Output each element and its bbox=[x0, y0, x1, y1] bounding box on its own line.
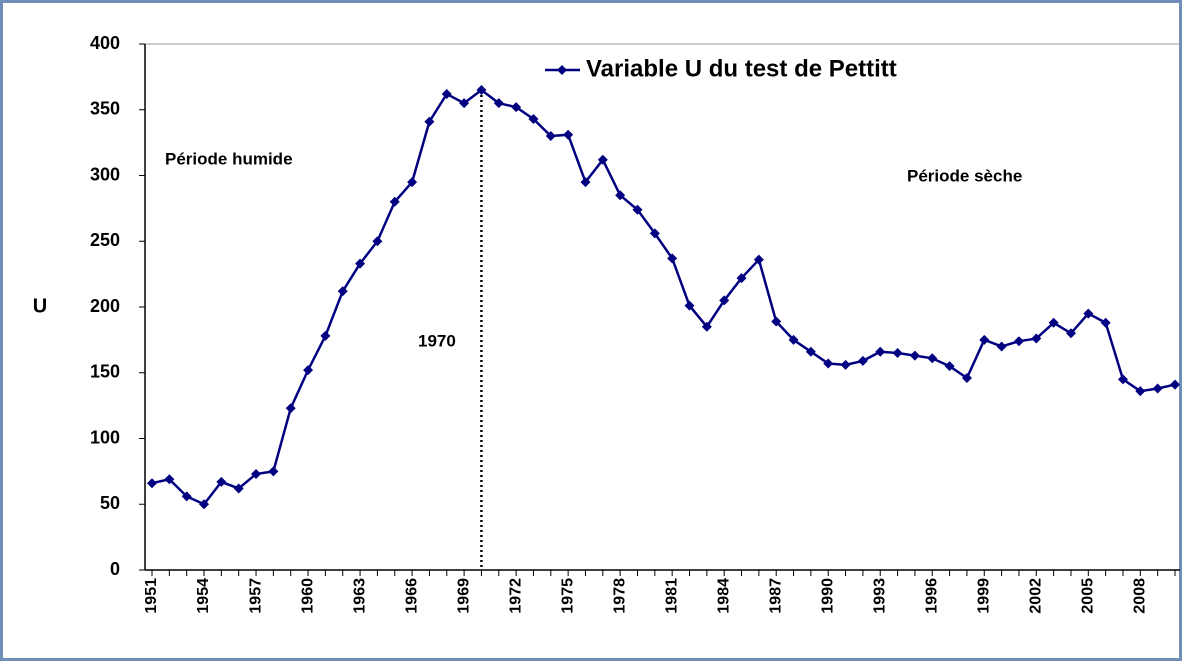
point bbox=[979, 334, 990, 345]
x-tick-label: 2005 bbox=[1080, 578, 1097, 614]
x-tick-label: 1954 bbox=[195, 578, 212, 614]
point bbox=[407, 177, 418, 188]
point bbox=[597, 154, 608, 165]
x-tick-label: 1957 bbox=[247, 578, 264, 614]
point bbox=[701, 321, 712, 332]
x-tick-label: 1990 bbox=[819, 578, 836, 614]
point bbox=[459, 98, 470, 109]
point bbox=[563, 129, 574, 140]
point bbox=[268, 466, 279, 477]
point bbox=[303, 365, 314, 376]
x-tick-label: 1981 bbox=[663, 578, 680, 614]
point bbox=[632, 204, 643, 215]
point bbox=[355, 258, 366, 269]
annotation: Période sèche bbox=[907, 166, 1022, 185]
point bbox=[1013, 336, 1024, 347]
legend-label: Variable U du test de Pettitt bbox=[586, 55, 897, 82]
point bbox=[285, 403, 296, 414]
point bbox=[528, 113, 539, 124]
x-tick-label: 1960 bbox=[299, 578, 316, 614]
point bbox=[580, 177, 591, 188]
x-tick-label: 1993 bbox=[871, 578, 888, 614]
x-tick-label: 2008 bbox=[1132, 578, 1149, 614]
y-tick-label: 200 bbox=[90, 296, 120, 316]
x-tick-label: 1966 bbox=[403, 578, 420, 614]
point bbox=[1031, 333, 1042, 344]
point bbox=[476, 85, 487, 96]
point bbox=[857, 355, 868, 366]
y-tick-label: 250 bbox=[90, 230, 120, 250]
point bbox=[1048, 317, 1059, 328]
legend-marker bbox=[557, 65, 567, 75]
point bbox=[961, 373, 972, 384]
y-tick-label: 100 bbox=[90, 427, 120, 447]
point bbox=[424, 116, 435, 127]
point bbox=[1083, 308, 1094, 319]
point bbox=[545, 131, 556, 142]
point bbox=[320, 330, 331, 341]
point bbox=[147, 478, 157, 489]
point bbox=[805, 346, 816, 357]
point bbox=[684, 300, 695, 311]
point bbox=[233, 483, 244, 494]
point bbox=[944, 361, 955, 372]
x-tick-label: 1975 bbox=[559, 578, 576, 614]
point bbox=[771, 316, 782, 327]
x-tick-label: 1978 bbox=[611, 578, 628, 614]
point bbox=[1065, 328, 1076, 339]
point bbox=[389, 196, 400, 207]
point bbox=[927, 353, 938, 364]
x-tick-label: 1963 bbox=[351, 578, 368, 614]
point bbox=[337, 286, 348, 297]
point bbox=[1170, 379, 1180, 390]
annotation: 1970 bbox=[418, 331, 456, 350]
x-tick-label: 1951 bbox=[143, 578, 160, 614]
y-axis-label: U bbox=[33, 295, 47, 317]
x-tick-label: 1984 bbox=[715, 578, 732, 614]
point bbox=[909, 350, 920, 361]
x-tick-label: 2002 bbox=[1028, 578, 1045, 614]
point bbox=[996, 341, 1007, 352]
point bbox=[788, 334, 799, 345]
point bbox=[493, 98, 504, 109]
point bbox=[823, 358, 834, 369]
point bbox=[615, 190, 626, 201]
x-tick-label: 1996 bbox=[923, 578, 940, 614]
y-tick-label: 50 bbox=[100, 493, 120, 513]
point bbox=[1152, 383, 1163, 394]
point bbox=[719, 295, 730, 306]
point bbox=[649, 228, 660, 239]
point bbox=[251, 469, 262, 480]
y-tick-label: 0 bbox=[110, 559, 120, 579]
point bbox=[164, 474, 175, 485]
point bbox=[1100, 317, 1111, 328]
point bbox=[511, 102, 522, 113]
x-tick-label: 1999 bbox=[975, 578, 992, 614]
point bbox=[667, 253, 678, 264]
point bbox=[892, 348, 903, 359]
y-tick-label: 350 bbox=[90, 99, 120, 119]
point bbox=[181, 491, 192, 502]
y-tick-label: 300 bbox=[90, 164, 120, 184]
point bbox=[1117, 374, 1128, 385]
y-tick-label: 400 bbox=[90, 33, 120, 53]
point bbox=[753, 254, 764, 265]
point bbox=[875, 346, 886, 357]
point bbox=[216, 476, 227, 487]
x-tick-label: 1972 bbox=[507, 578, 524, 614]
annotation: Période humide bbox=[165, 149, 293, 168]
x-tick-label: 1969 bbox=[455, 578, 472, 614]
x-tick-label: 1987 bbox=[767, 578, 784, 614]
point bbox=[1135, 386, 1146, 397]
y-tick-label: 150 bbox=[90, 362, 120, 382]
point bbox=[441, 88, 452, 99]
point bbox=[840, 359, 851, 370]
point bbox=[199, 499, 210, 510]
point bbox=[736, 273, 747, 284]
point bbox=[372, 236, 383, 247]
